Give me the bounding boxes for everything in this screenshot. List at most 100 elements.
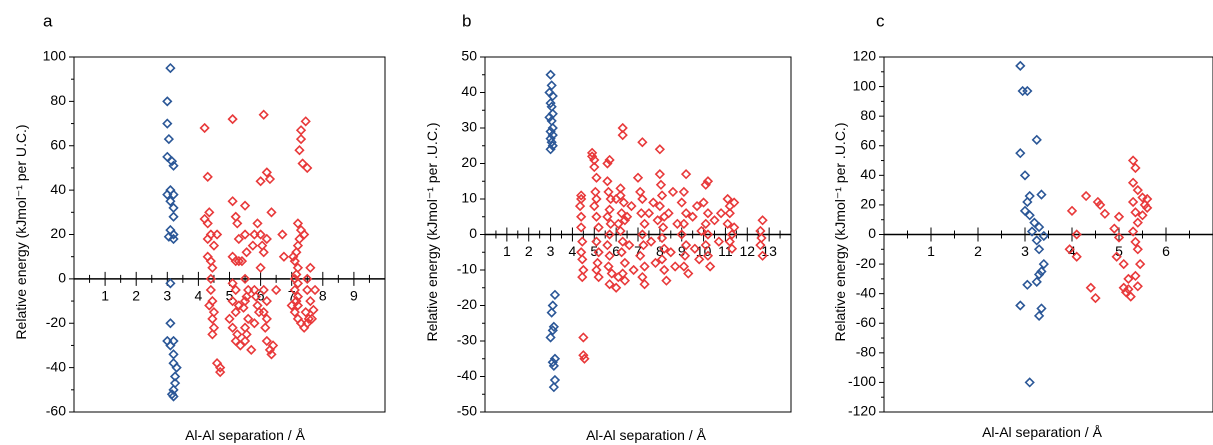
data-point: [617, 129, 628, 141]
data-point: [680, 240, 692, 251]
data-point: [618, 197, 629, 208]
data-point: [204, 300, 215, 311]
y-axis-title: Relative energy (kJmol⁻¹ per U.C.): [13, 124, 29, 339]
data-point: [1127, 177, 1139, 188]
y-tick-label: 60: [860, 136, 876, 152]
data-point: [1137, 210, 1148, 221]
data-point: [624, 240, 635, 251]
data-point: [603, 261, 614, 272]
data-point: [267, 340, 279, 351]
x-tick-label: 12: [739, 243, 755, 259]
data-point: [1095, 199, 1106, 211]
data-point: [1135, 258, 1146, 270]
data-point: [755, 240, 766, 251]
data-point: [1022, 85, 1033, 97]
y-axis-title: Relative energy (kJmol⁻¹ per .U.C.): [832, 122, 848, 341]
data-point: [227, 113, 238, 125]
data-point: [577, 254, 588, 265]
data-point: [300, 307, 311, 318]
data-point: [637, 229, 648, 240]
data-point: [689, 243, 700, 254]
data-point: [586, 151, 598, 162]
data-point: [672, 218, 683, 229]
x-tick-label: 2: [132, 288, 140, 304]
data-point: [1127, 196, 1139, 208]
data-point: [227, 295, 238, 307]
data-point: [545, 133, 556, 144]
data-point: [168, 384, 179, 395]
x-tick-label: 9: [678, 243, 686, 259]
data-point: [1123, 273, 1134, 285]
data-point: [1113, 211, 1125, 222]
data-point: [271, 284, 282, 296]
data-point: [546, 307, 557, 318]
data-point: [169, 371, 181, 382]
data-point: [1024, 210, 1035, 221]
data-point: [165, 318, 176, 329]
data-point: [549, 374, 561, 386]
data-point: [676, 229, 687, 240]
data-point: [655, 179, 667, 190]
data-point: [302, 162, 313, 174]
data-point: [1127, 155, 1139, 166]
data-point: [232, 218, 243, 229]
data-point: [233, 255, 244, 267]
data-point: [591, 172, 602, 183]
data-point: [1085, 282, 1096, 293]
data-point: [1031, 276, 1042, 287]
data-point: [696, 225, 707, 237]
data-point: [713, 236, 725, 247]
data-point: [1132, 244, 1143, 255]
data-point: [207, 313, 218, 324]
data-point: [670, 261, 681, 272]
data-point: [1033, 269, 1045, 280]
data-point: [604, 250, 615, 261]
x-tick-label: 4: [569, 243, 577, 259]
data-point: [302, 284, 313, 296]
data-point: [171, 362, 182, 373]
x-tick-label: 6: [612, 243, 620, 259]
y-tick-label: 50: [461, 48, 477, 64]
data-point: [277, 229, 288, 240]
data-point: [700, 240, 711, 251]
data-point: [255, 262, 266, 273]
data-point: [604, 229, 615, 240]
data-point: [617, 236, 628, 247]
data-point: [1109, 223, 1120, 234]
y-tick-label: -40: [457, 367, 477, 383]
data-point: [224, 313, 235, 324]
data-point: [654, 169, 665, 180]
data-point: [239, 273, 251, 285]
data-point: [691, 200, 703, 212]
y-tick-label: -60: [46, 403, 66, 419]
data-point: [230, 284, 241, 296]
x-tick-label: 1: [101, 288, 109, 304]
data-point: [258, 307, 269, 318]
data-point: [636, 208, 647, 219]
x-tick-label: 7: [634, 243, 642, 259]
data-point: [722, 218, 733, 229]
data-point: [1031, 235, 1042, 246]
data-point: [261, 167, 272, 178]
data-point: [589, 161, 600, 173]
y-tick-label: -40: [856, 284, 876, 300]
y-tick-label: 20: [860, 196, 876, 212]
data-point: [576, 211, 587, 222]
data-point: [264, 173, 276, 185]
data-point: [1015, 148, 1026, 159]
y-tick-label: 30: [461, 119, 477, 135]
data-point: [667, 186, 679, 198]
y-tick-label: -60: [856, 314, 876, 330]
data-point: [687, 211, 698, 222]
data-point: [215, 362, 226, 373]
data-point: [260, 322, 271, 333]
data-point: [576, 247, 587, 258]
data-point: [1142, 202, 1153, 214]
data-point: [545, 98, 556, 109]
data-point: [1022, 279, 1033, 290]
data-point: [208, 307, 220, 318]
data-point: [678, 261, 690, 272]
data-point: [288, 251, 299, 262]
data-point: [233, 233, 244, 245]
